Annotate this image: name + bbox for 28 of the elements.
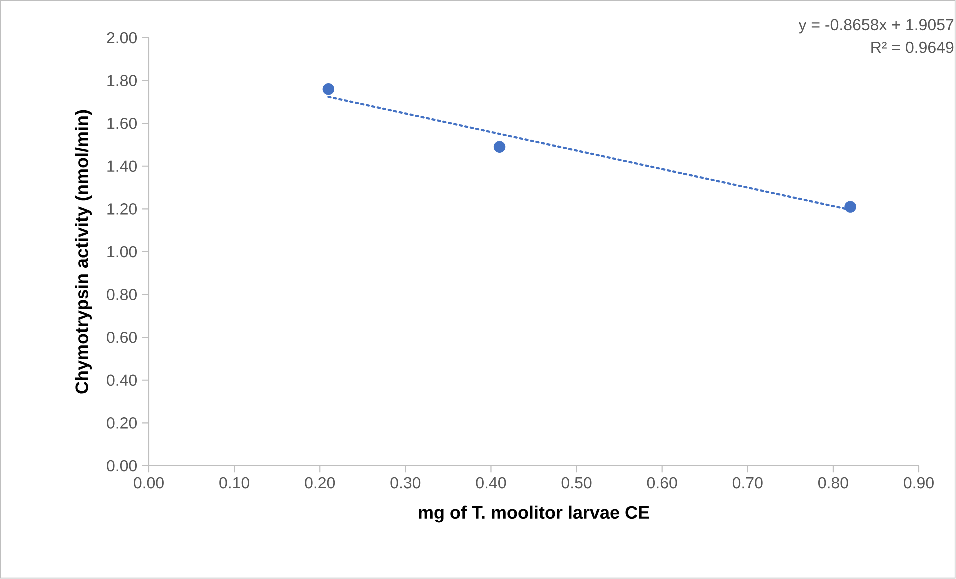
x-tick-label: 0.00 [134,477,164,489]
y-tick-label: 1.60 [108,118,138,130]
x-tick-label: 0.10 [220,477,250,489]
y-tick-label: 0.00 [107,460,138,472]
y-axis-title: Chymotrypsin activity (nmol/min) [75,110,92,394]
text: y = -0.8658x + 1.9057 [798,19,954,34]
y-tick-label: 0.40 [107,374,138,386]
point [844,201,856,213]
x-tick-label: 0.70 [732,477,763,489]
y-tick-label: 1.40 [108,160,138,172]
annotation: R² = 0.9649 [872,42,954,54]
x-tick-label: 0.50 [562,477,592,489]
point [494,141,506,154]
y-tick-label: 0.80 [107,289,138,300]
y-tick-label: 2.00 [107,32,138,44]
x-tick-label: 0.30 [390,477,421,489]
x-axis-title: mg of T. moolitor larvae CE [419,506,650,523]
y-tick-label: 0.20 [107,418,138,429]
y-tick-label: 1.00 [108,246,138,258]
y-tick-label: 1.20 [108,204,138,215]
x-tick-label: 0.90 [904,477,934,489]
x-tick-label: 0.60 [647,477,678,489]
y-tick-label: 0.60 [107,332,138,344]
point [322,83,335,96]
x-tick-label: 0.20 [305,477,336,489]
x-tick-label: 0.40 [476,477,506,489]
x-tick-label: 0.80 [818,477,848,489]
y-tick-label: 1.80 [108,75,138,86]
